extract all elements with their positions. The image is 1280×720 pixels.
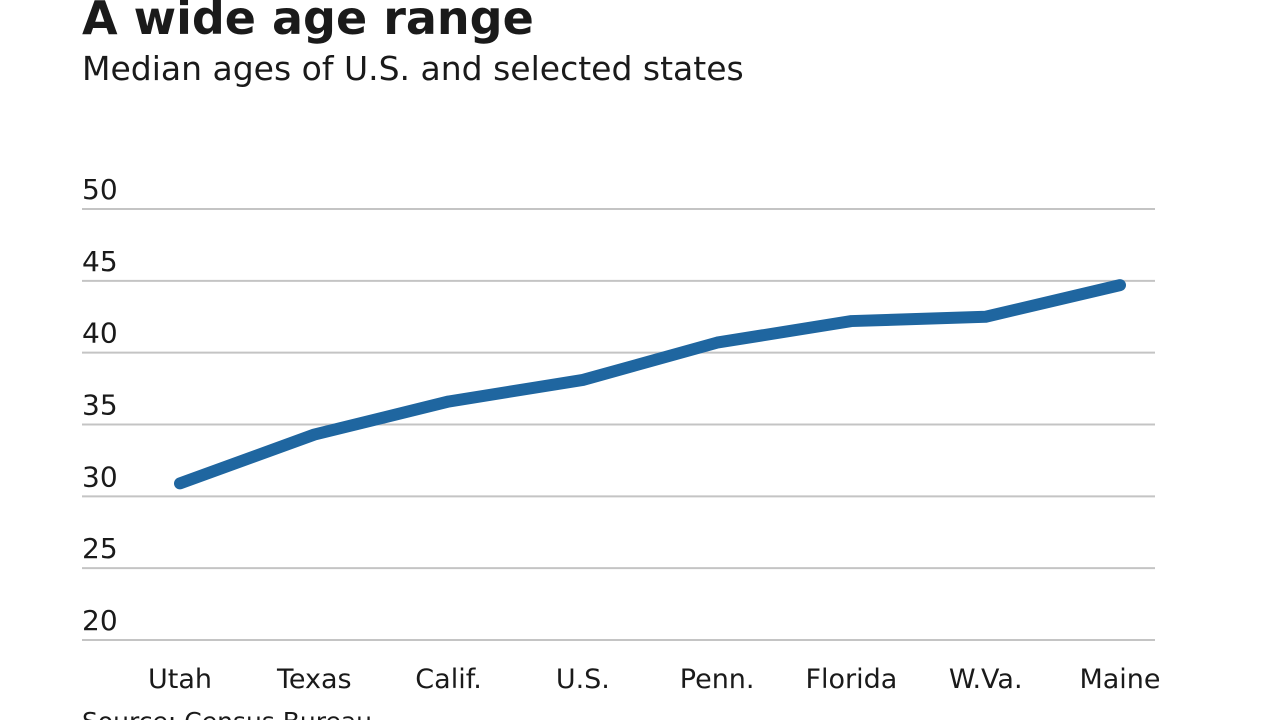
x-tick-label: Maine: [1079, 664, 1160, 695]
x-tick-label: Penn.: [680, 664, 755, 695]
x-tick-label: Texas: [276, 664, 352, 695]
chart-subtitle: Median ages of U.S. and selected states: [82, 49, 744, 88]
y-tick-label: 45: [82, 245, 118, 278]
y-tick-label: 25: [82, 532, 118, 565]
y-tick-label: 20: [82, 604, 118, 637]
x-tick-label: Florida: [806, 664, 898, 695]
source: Source: Census Bureau: [82, 707, 372, 720]
x-tick-label: Calif.: [415, 664, 482, 695]
data-line: [174, 279, 1126, 490]
y-tick-label: 50: [82, 173, 118, 206]
chart-title: A wide age range: [82, 0, 534, 45]
y-tick-label: 30: [82, 460, 118, 493]
y-tick-label: 35: [82, 389, 118, 422]
x-tick-label: Utah: [148, 664, 212, 695]
y-tick-label: 40: [82, 317, 118, 350]
x-tick-label: U.S.: [556, 664, 610, 695]
x-tick-label: W.Va.: [949, 664, 1023, 695]
